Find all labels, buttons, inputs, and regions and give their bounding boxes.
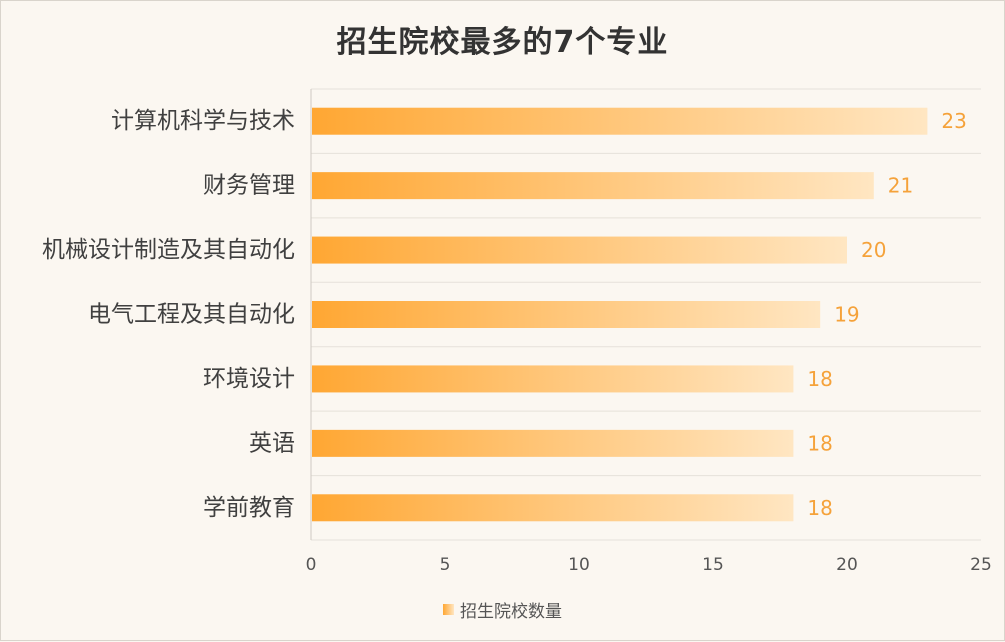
bar [312, 172, 874, 200]
x-tick-label: 5 [440, 555, 451, 575]
x-tick-label: 0 [306, 555, 317, 575]
legend-swatch [443, 604, 454, 615]
category-label: 计算机科学与技术 [111, 108, 295, 134]
legend-label: 招生院校数量 [460, 602, 562, 622]
x-tick-label: 20 [836, 555, 858, 575]
category-label: 英语 [249, 430, 295, 456]
bar [312, 236, 847, 264]
bar [312, 494, 794, 522]
bar [312, 107, 928, 135]
value-label: 23 [941, 109, 966, 133]
bar [312, 365, 794, 393]
value-label: 20 [861, 238, 886, 262]
category-label: 电气工程及其自动化 [88, 302, 295, 328]
x-tick-label: 25 [970, 555, 992, 575]
value-label: 18 [807, 431, 832, 455]
category-label: 学前教育 [203, 495, 295, 521]
value-label: 21 [888, 174, 913, 198]
value-label: 18 [807, 367, 832, 391]
chart-title: 招生院校最多的7个专业 [336, 25, 669, 60]
x-tick-label: 15 [702, 555, 724, 575]
bar [312, 301, 821, 328]
bar [312, 429, 794, 457]
category-label: 环境设计 [203, 366, 295, 392]
value-label: 18 [807, 496, 832, 520]
category-label: 财务管理 [203, 173, 295, 199]
chart-legend[interactable]: 招生院校数量 [1, 597, 1004, 622]
category-label: 机械设计制造及其自动化 [42, 237, 295, 263]
x-tick-label: 10 [568, 555, 590, 575]
value-label: 19 [834, 303, 859, 327]
